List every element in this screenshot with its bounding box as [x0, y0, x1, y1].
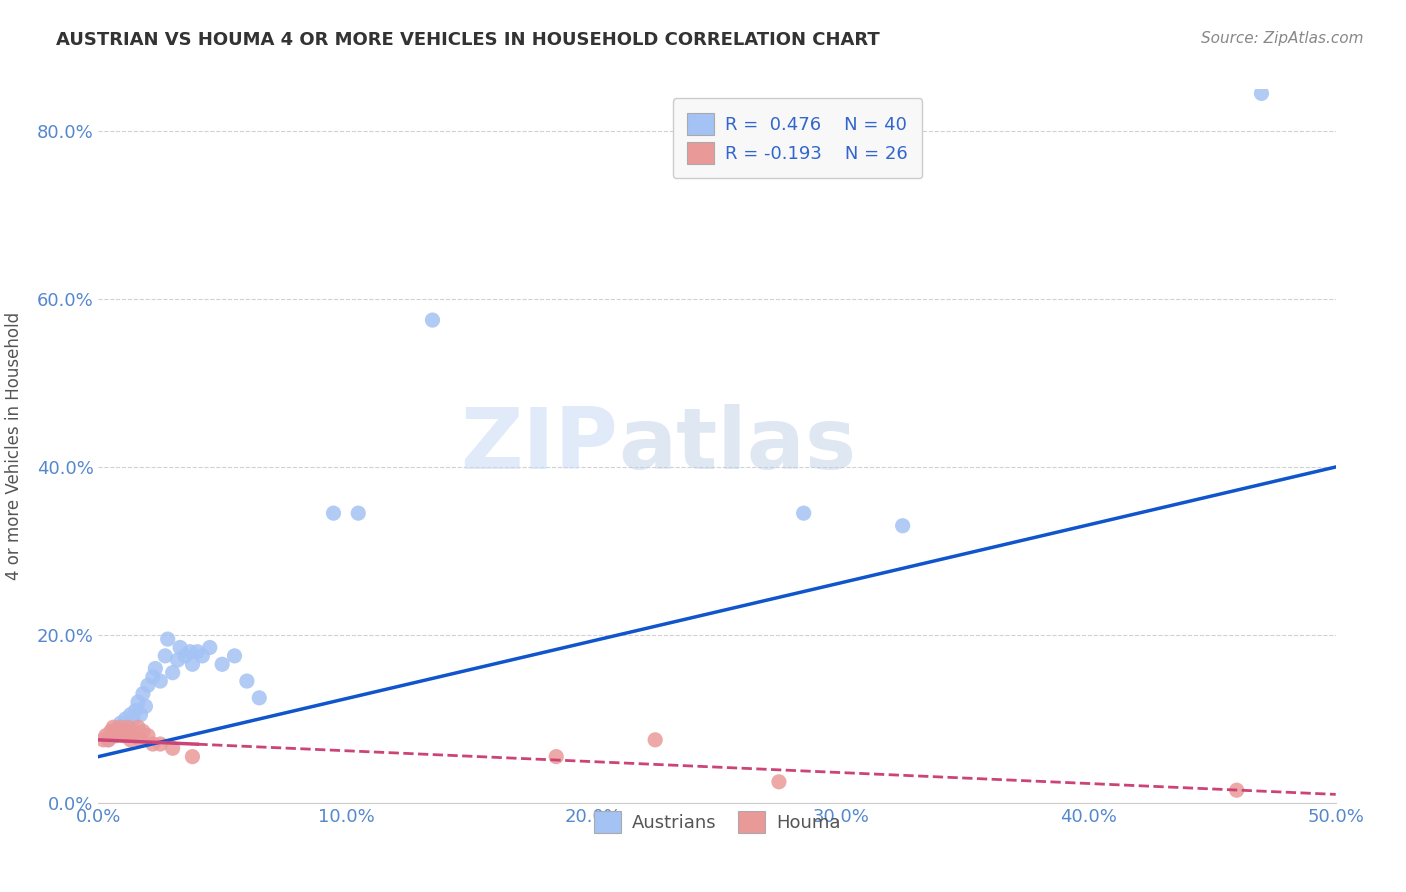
Point — [100, 724, 122, 739]
Point — [97, 732, 120, 747]
Legend: Austrians, Houma: Austrians, Houma — [586, 804, 848, 840]
Point — [891, 518, 914, 533]
Point — [117, 720, 139, 734]
Point — [247, 690, 270, 705]
Point — [191, 648, 214, 663]
Point — [120, 732, 142, 747]
Point — [793, 506, 815, 520]
Point — [122, 712, 145, 726]
Point — [1226, 783, 1249, 797]
Point — [110, 720, 132, 734]
Text: AUSTRIAN VS HOUMA 4 OR MORE VEHICLES IN HOUSEHOLD CORRELATION CHART: AUSTRIAN VS HOUMA 4 OR MORE VEHICLES IN … — [56, 31, 880, 49]
Point — [1250, 87, 1272, 101]
Point — [236, 674, 259, 689]
Point — [104, 729, 127, 743]
Point — [322, 506, 344, 520]
Text: atlas: atlas — [619, 404, 856, 488]
Point — [93, 732, 115, 747]
Point — [149, 737, 172, 751]
Point — [136, 678, 159, 692]
Point — [117, 720, 139, 734]
Point — [768, 774, 790, 789]
Point — [114, 712, 136, 726]
Point — [112, 724, 135, 739]
Point — [136, 729, 159, 743]
Point — [169, 640, 191, 655]
Point — [166, 653, 188, 667]
Point — [103, 724, 125, 739]
Point — [132, 724, 155, 739]
Point — [103, 720, 125, 734]
Point — [97, 732, 120, 747]
Text: ZIP: ZIP — [460, 404, 619, 488]
Point — [181, 749, 204, 764]
Point — [127, 695, 149, 709]
Point — [198, 640, 221, 655]
Y-axis label: 4 or more Vehicles in Household: 4 or more Vehicles in Household — [4, 312, 22, 580]
Point — [149, 674, 172, 689]
Point — [546, 749, 568, 764]
Point — [179, 645, 201, 659]
Text: Source: ZipAtlas.com: Source: ZipAtlas.com — [1201, 31, 1364, 46]
Point — [107, 724, 129, 739]
Point — [104, 729, 127, 743]
Point — [142, 670, 165, 684]
Point — [644, 732, 666, 747]
Point — [94, 729, 117, 743]
Point — [143, 661, 166, 675]
Point — [186, 645, 208, 659]
Point — [124, 703, 146, 717]
Point — [211, 657, 233, 672]
Point — [122, 724, 145, 739]
Point — [112, 729, 135, 743]
Point — [422, 313, 444, 327]
Point — [134, 699, 156, 714]
Point — [162, 665, 184, 680]
Point — [107, 720, 129, 734]
Point — [114, 724, 136, 739]
Point — [110, 716, 132, 731]
Point — [142, 737, 165, 751]
Point — [129, 707, 152, 722]
Point — [156, 632, 179, 646]
Point — [347, 506, 370, 520]
Point — [174, 648, 197, 663]
Point — [129, 732, 152, 747]
Point — [132, 687, 155, 701]
Point — [224, 648, 246, 663]
Point — [162, 741, 184, 756]
Point — [120, 707, 142, 722]
Point — [181, 657, 204, 672]
Point — [155, 648, 177, 663]
Point — [124, 729, 146, 743]
Point — [127, 720, 149, 734]
